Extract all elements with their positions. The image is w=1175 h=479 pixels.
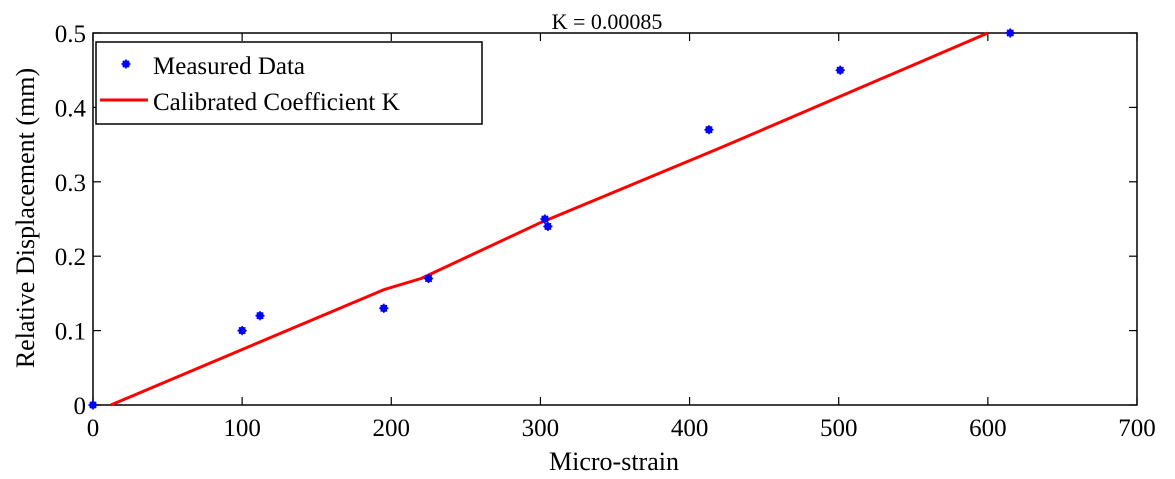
y-tick-label: 0.1 — [55, 319, 86, 346]
marker-stroke-d2 — [380, 304, 388, 312]
y-tick-label: 0.3 — [55, 170, 86, 197]
x-tick-label: 500 — [820, 415, 858, 442]
legend-marker-dot — [121, 59, 131, 69]
x-axis-label: Micro-strain — [549, 447, 679, 476]
y-tick-label: 0.4 — [55, 95, 87, 122]
marker-stroke-d2 — [705, 126, 713, 134]
marker-stroke-d2 — [1006, 29, 1014, 37]
data-point — [88, 400, 98, 410]
data-point — [255, 311, 265, 321]
axis-ticks: 0 100 200 300 400 500 600 700 0 0.1 0.2 0.3 0.4 0.5 — [55, 21, 1156, 442]
data-point — [423, 273, 434, 284]
marker-stroke-d2 — [836, 66, 844, 74]
x-tick-label: 700 — [1118, 415, 1156, 442]
legend-marker-measured-data — [121, 59, 131, 69]
x-tick-label: 100 — [223, 415, 261, 442]
data-point — [540, 214, 550, 224]
data-point — [1005, 28, 1015, 38]
data-point — [835, 65, 845, 75]
axes-frame — [92, 32, 1138, 406]
marker-stroke-d2 — [541, 215, 549, 223]
data-point — [237, 326, 247, 336]
x-tick-label: 200 — [373, 415, 411, 442]
x-tick-label: 400 — [671, 415, 709, 442]
y-axis-label: Relative Displacement (mm) — [11, 68, 40, 368]
marker-stroke-d2 — [122, 60, 130, 68]
plot-area — [92, 32, 1138, 406]
marker-stroke-d2 — [544, 222, 552, 231]
series-layer — [88, 28, 1015, 410]
y-tick-label: 0.2 — [55, 244, 86, 271]
y-tick-label: 0.5 — [55, 21, 86, 48]
legend-box — [95, 41, 483, 125]
series-line-calibrated-k — [110, 31, 989, 407]
legend: Measured Data Calibrated Coefficient K — [95, 41, 483, 125]
marker-stroke-d2 — [89, 401, 97, 409]
x-tick-label: 600 — [969, 415, 1007, 442]
x-tick-label: 300 — [522, 415, 560, 442]
legend-label-calibrated-k: Calibrated Coefficient K — [153, 89, 400, 116]
marker-stroke-d2 — [256, 312, 264, 320]
marker-stroke-d2 — [424, 274, 433, 283]
y-tick-label: 0 — [74, 393, 87, 420]
legend-label-measured-data: Measured Data — [153, 53, 305, 80]
data-point — [543, 221, 553, 232]
x-tick-label: 0 — [87, 415, 100, 442]
chart-annotation: K = 0.00085 — [552, 9, 663, 34]
data-point — [704, 125, 714, 135]
marker-stroke-d2 — [238, 326, 246, 335]
data-point — [379, 303, 389, 313]
